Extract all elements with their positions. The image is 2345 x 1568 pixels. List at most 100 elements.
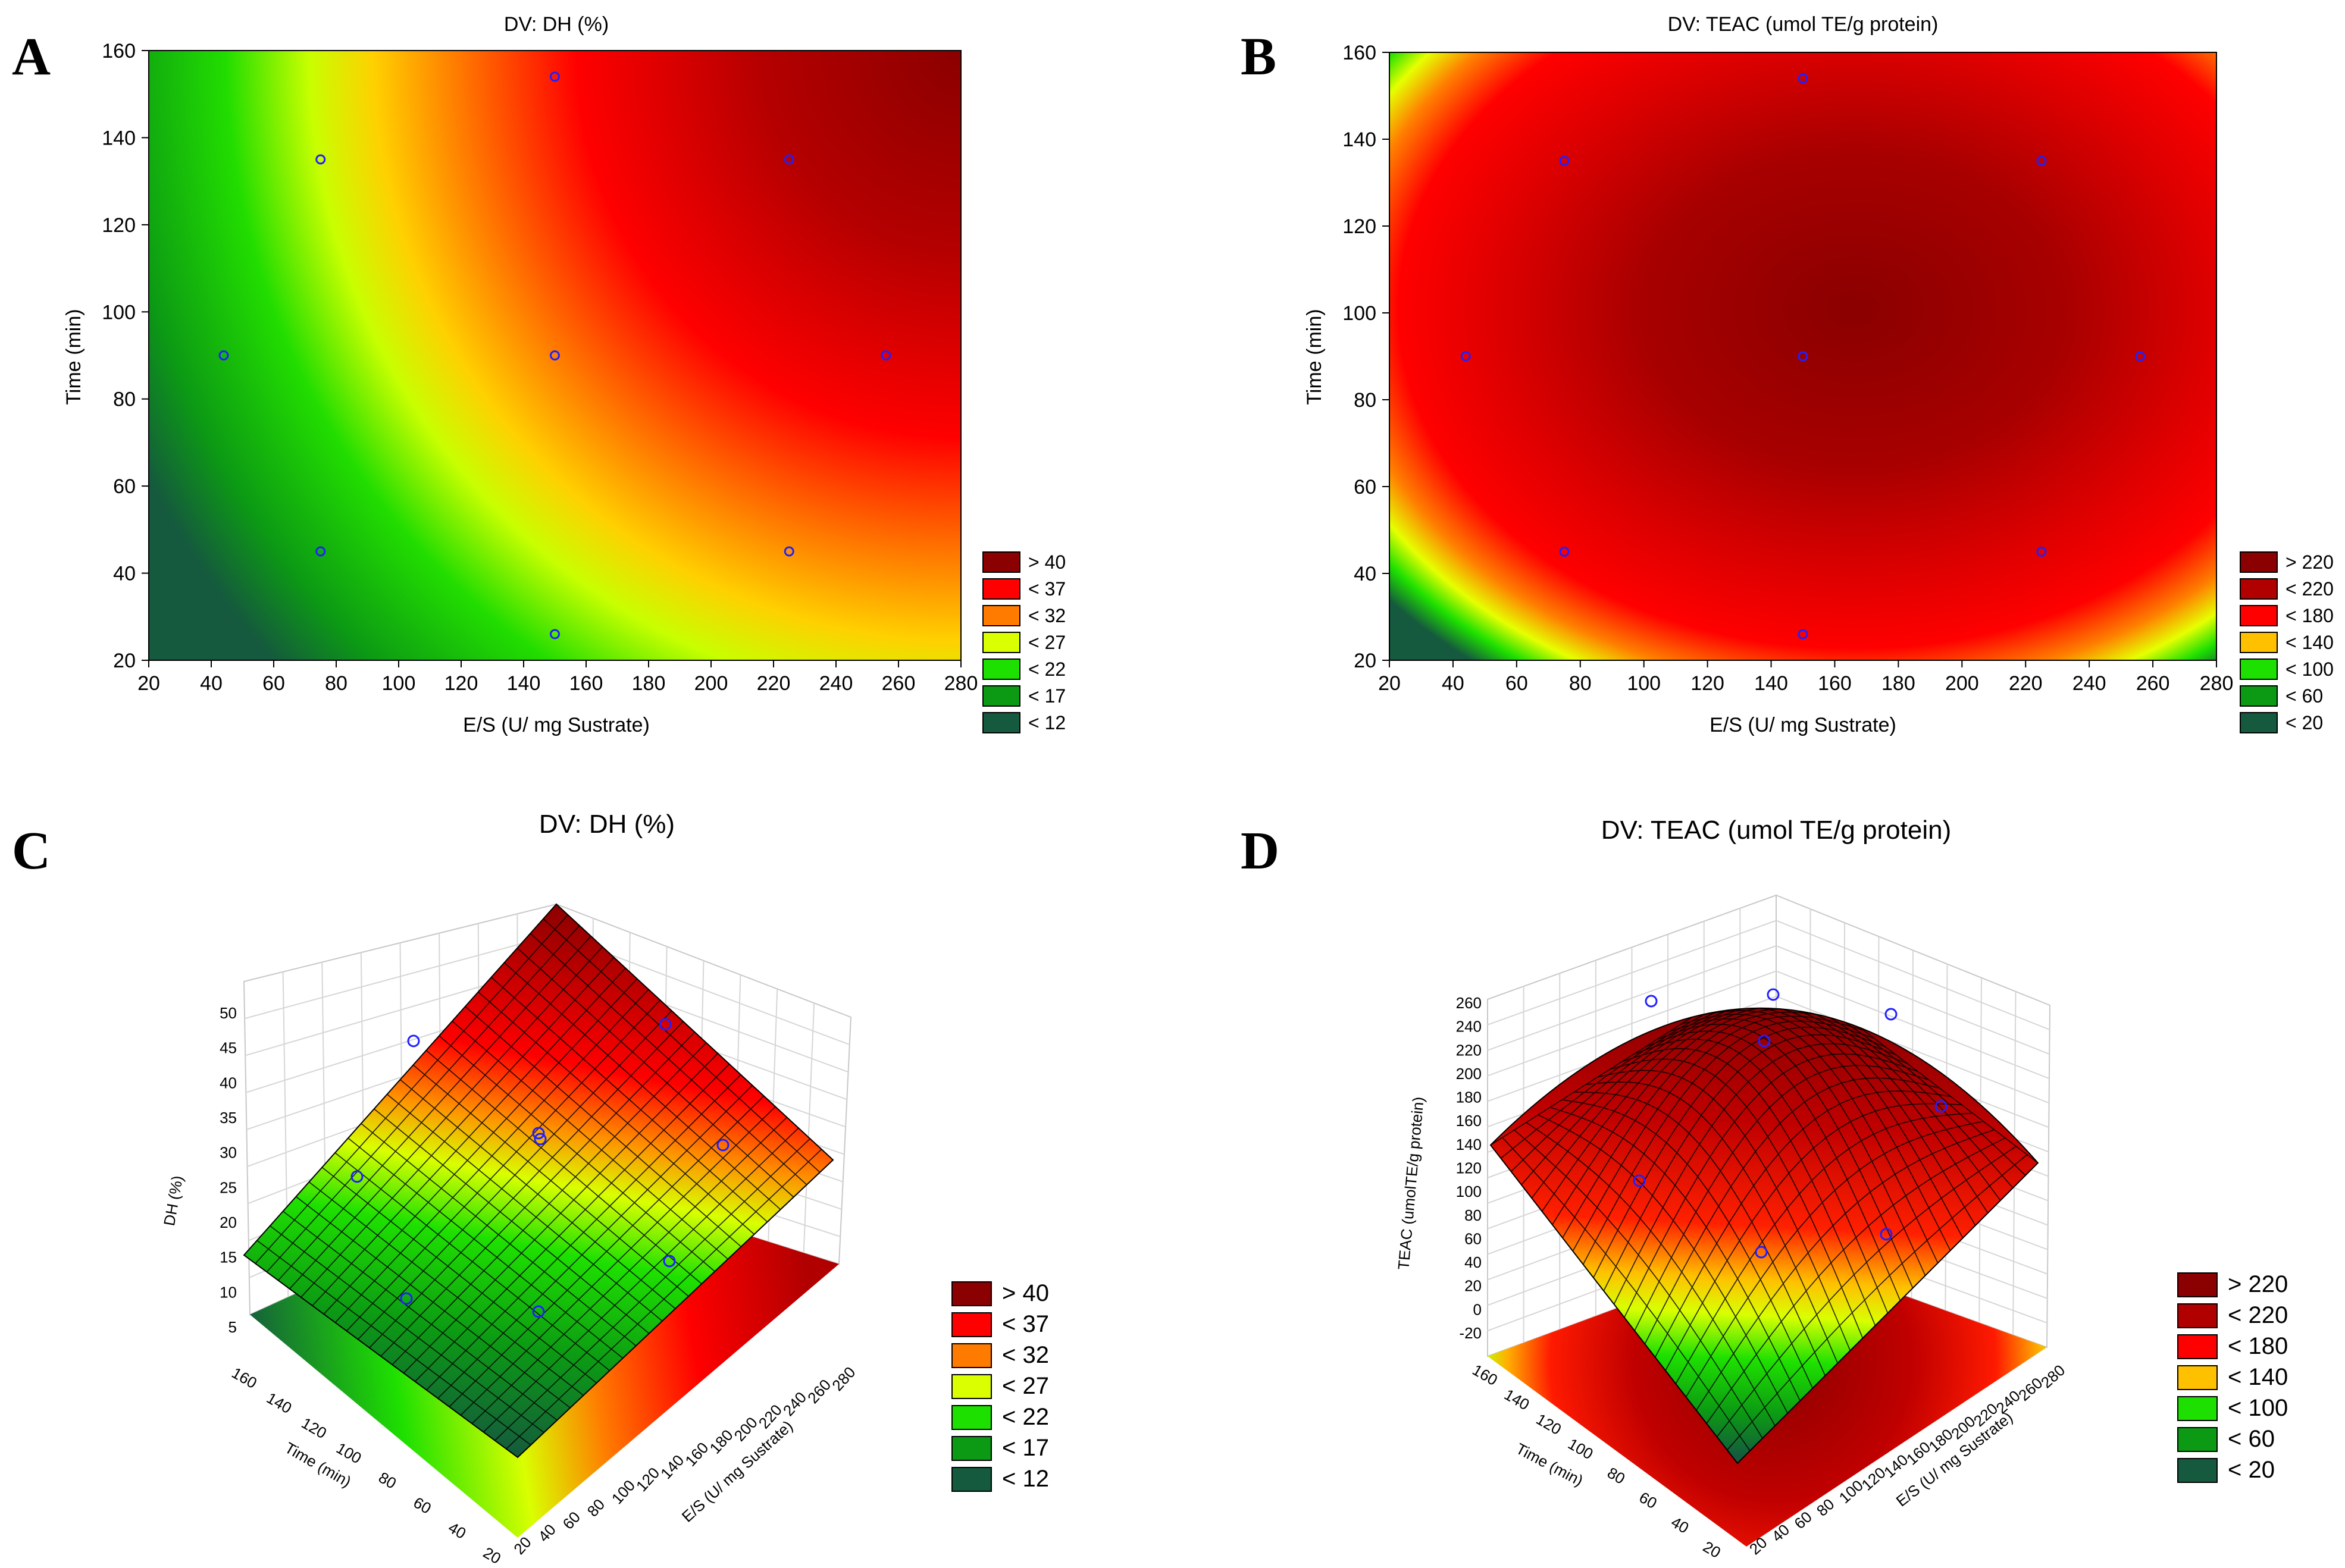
legend-swatch [951, 1405, 992, 1430]
legend-swatch [982, 712, 1020, 733]
x-tick-label: 120 [1690, 672, 1724, 695]
z-tick-label: 140 [1456, 1136, 1482, 1153]
legend-swatch [982, 685, 1020, 707]
legend-label: < 37 [1002, 1311, 1049, 1337]
x-tick-label: 180 [1881, 672, 1915, 695]
chart-d-title: DV: TEAC (umol TE/g protein) [1601, 816, 1952, 845]
z-tick-label: 260 [1456, 994, 1482, 1012]
design-point [1767, 988, 1780, 1001]
design-point [1460, 351, 1471, 362]
legend-swatch [2240, 685, 2278, 707]
y-tick-label: 80 [1354, 389, 1376, 412]
z-tick-label: 60 [1464, 1230, 1482, 1247]
surface-mesh-line [1491, 1008, 1777, 1146]
legend-label: < 20 [2285, 712, 2323, 733]
legend-a: > 40 < 37 < 32 < 27 < 22 < 17 < 12 [982, 551, 1066, 733]
y-tick-label: 100 [1565, 1435, 1596, 1463]
legend-swatch [2177, 1458, 2218, 1483]
z-tick-label: 40 [220, 1074, 237, 1092]
design-point [1758, 1034, 1771, 1048]
x-tick-label: 80 [1569, 672, 1592, 695]
design-point [532, 1305, 545, 1318]
design-point [407, 1034, 420, 1048]
legend-label: < 22 [1028, 658, 1066, 680]
legend-label: < 27 [1002, 1373, 1049, 1399]
legend-swatch [2240, 551, 2278, 573]
x-tick-label: 280 [2200, 672, 2234, 695]
x-tick-label: 60 [262, 672, 285, 695]
design-point [881, 350, 891, 360]
y-tick-label: 20 [1354, 650, 1376, 672]
z-tick-label: 20 [220, 1213, 237, 1231]
legend-swatch [2177, 1396, 2218, 1421]
surface-mesh-line [277, 936, 591, 1281]
surface-mesh-line [1764, 1008, 2026, 1176]
x-tick-label: 220 [2009, 672, 2043, 695]
z-tick-label: 100 [1456, 1183, 1482, 1200]
surface-mesh-line [266, 925, 580, 1272]
legend-label: < 220 [2285, 578, 2334, 600]
surface-mesh-line [289, 946, 603, 1290]
legend-label: < 37 [1028, 578, 1066, 600]
z-tick-label: 80 [1464, 1206, 1482, 1224]
z-tick-label: 15 [220, 1249, 237, 1266]
y-tick-label: 80 [113, 388, 136, 411]
legend-c: > 40 < 37 < 32 < 27 < 22 < 17 < 12 [951, 1280, 1049, 1492]
design-point [550, 350, 560, 360]
x-tick-label: 40 [1442, 672, 1464, 695]
wall-grid-line [1487, 995, 2049, 1104]
legend-label: < 17 [1002, 1435, 1049, 1461]
design-point [534, 1133, 547, 1146]
z-tick-label: 25 [220, 1178, 237, 1196]
panel-letter-d: D [1241, 821, 1279, 880]
chart-a-title: DV: DH (%) [504, 13, 609, 36]
design-point [315, 546, 326, 557]
surface-mesh-line [1521, 1008, 1809, 1186]
x-tick-label: 200 [694, 672, 728, 695]
z-tick-label: 35 [220, 1109, 237, 1127]
design-point [1645, 995, 1658, 1008]
chart-d-zlabel: TEAC (umolTE/g protein) [1394, 1096, 1427, 1271]
surface-mesh-line [1531, 1008, 1820, 1199]
design-point [2036, 547, 2047, 557]
chart-c-zlabel: DH (%) [160, 1174, 186, 1227]
legend-b: > 220 < 220 < 180 < 140 < 100 < 60 < 20 [2240, 551, 2334, 733]
z-tick-label: 30 [220, 1144, 237, 1162]
surface-chart-d: DV: TEAC (umol TE/g protein) -20 0 20 40 60 8… [1394, 816, 2288, 1561]
y-tick-label: 100 [333, 1439, 365, 1467]
design-point [1559, 547, 1570, 557]
contour-chart-a: DV: DH (%) 20 40 60 80 100 120 140 160 180 200 220… [62, 13, 1066, 736]
x-tick-label: 100 [382, 672, 416, 695]
x-tick-label: 60 [1505, 672, 1528, 695]
y-tick-label: 60 [1636, 1488, 1660, 1512]
legend-swatch [982, 551, 1020, 573]
z-tick-label: 40 [1464, 1253, 1482, 1271]
chart-b-ylabel: Time (min) [1303, 309, 1326, 404]
wall-grid-line [1487, 970, 2050, 1080]
y-tick-label: 140 [102, 127, 136, 149]
legend-label: > 220 [2228, 1271, 2288, 1297]
x-tick-label: 260 [2136, 672, 2170, 695]
z-tick-label: 160 [1456, 1112, 1482, 1130]
y-tick-label: 60 [1354, 476, 1376, 498]
legend-swatch [2177, 1427, 2218, 1452]
legend-swatch [2240, 658, 2278, 680]
legend-label: < 12 [1028, 712, 1066, 733]
y-tick-label: 20 [113, 650, 136, 672]
z-tick-label: 10 [220, 1283, 237, 1301]
design-point [550, 629, 560, 639]
x-tick-label: 240 [819, 672, 853, 695]
contour-a-plot-area [148, 50, 962, 661]
chart-b-xlabel: E/S (U/ mg Sustrate) [1710, 714, 1896, 736]
x-tick-label: 20 [510, 1533, 535, 1558]
x-tick-label: 280 [828, 1363, 859, 1394]
surface-mesh-line [1752, 1008, 2014, 1188]
legend-swatch [951, 1374, 992, 1399]
design-point [1559, 156, 1570, 166]
legend-label: < 180 [2228, 1333, 2288, 1359]
surface-mesh-line [1541, 1008, 1831, 1212]
z-tick-label: 50 [220, 1004, 237, 1022]
y-tick-label: 120 [1342, 215, 1376, 238]
y-tick-label: 40 [445, 1519, 469, 1542]
surface-mesh-line [1511, 1008, 1798, 1172]
